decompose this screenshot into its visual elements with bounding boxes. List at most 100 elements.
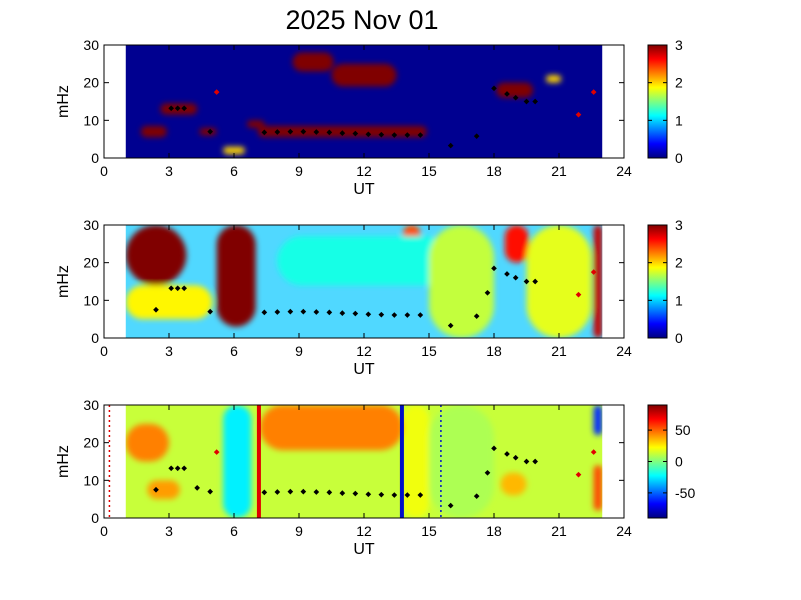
colorbar-tick-label: 0 <box>675 454 683 470</box>
peak-frequency-marker <box>300 308 307 315</box>
x-tick-label: 24 <box>616 523 632 539</box>
y-tick-label: 20 <box>83 435 99 451</box>
spectrogram-image <box>125 45 603 158</box>
y-tick-label: 10 <box>83 112 99 128</box>
spectral-power-region <box>500 472 527 496</box>
y-tick-label: 0 <box>91 150 99 166</box>
peak-frequency-marker <box>378 131 385 138</box>
peak-frequency-marker <box>313 129 320 135</box>
peak-frequency-marker <box>326 489 333 496</box>
spectral-power-region <box>504 225 529 263</box>
peak-frequency-marker <box>339 130 346 136</box>
x-axis-label: UT <box>353 181 375 198</box>
peak-frequency-marker <box>484 469 491 476</box>
peak-frequency-marker <box>417 492 424 498</box>
peak-frequency-marker <box>174 285 181 292</box>
peak-frequency-marker <box>404 492 411 498</box>
peak-frequency-marker <box>287 128 294 135</box>
peak-frequency-marker <box>313 489 320 495</box>
spectral-power-region <box>125 225 187 286</box>
y-tick-label: 30 <box>83 37 99 53</box>
peak-frequency-marker <box>352 130 359 137</box>
peak-frequency-marker <box>207 308 213 315</box>
peak-frequency-marker <box>287 488 294 495</box>
red-peak-marker <box>575 291 582 298</box>
colorbar-tick-label: 1 <box>675 112 683 128</box>
peak-frequency-marker <box>300 128 307 135</box>
x-tick-label: 21 <box>551 163 567 179</box>
spectral-power-region <box>147 480 180 500</box>
peak-frequency-marker <box>491 85 497 92</box>
peak-frequency-marker <box>181 465 187 472</box>
colorbar-tick-label: 0 <box>675 150 683 166</box>
y-axis-label: mHz <box>55 85 72 118</box>
peak-frequency-marker <box>512 274 519 281</box>
peak-frequency-marker <box>274 489 281 495</box>
peak-frequency-marker <box>207 488 213 495</box>
spectral-power-region <box>125 423 169 462</box>
x-tick-label: 15 <box>421 523 437 539</box>
x-tick-label: 3 <box>165 523 173 539</box>
peak-frequency-marker <box>313 309 320 315</box>
x-tick-label: 9 <box>295 523 303 539</box>
spectral-power-region <box>216 225 256 327</box>
y-tick-label: 10 <box>83 292 99 308</box>
y-tick-label: 30 <box>83 397 99 413</box>
red-peak-marker <box>590 269 597 275</box>
peak-frequency-marker <box>484 289 491 296</box>
colorbar-tick-label: 1 <box>675 292 683 308</box>
peak-frequency-marker <box>274 309 281 315</box>
peak-frequency-marker <box>504 91 510 97</box>
peak-frequency-marker <box>339 310 346 316</box>
colorbar-tick-label: 3 <box>675 37 683 53</box>
peak-frequency-marker <box>174 465 181 472</box>
peak-frequency-marker <box>153 486 159 493</box>
x-tick-label: 9 <box>295 163 303 179</box>
y-tick-label: 0 <box>91 510 99 526</box>
x-tick-label: 6 <box>230 163 238 179</box>
colorbar-gradient <box>648 405 667 518</box>
peak-frequency-marker <box>491 445 497 452</box>
spectral-power-region <box>593 405 603 436</box>
red-peak-marker <box>590 449 597 455</box>
peak-frequency-marker <box>378 311 385 318</box>
x-tick-label: 6 <box>230 523 238 539</box>
peak-frequency-marker <box>352 490 359 497</box>
red-peak-marker <box>575 111 582 118</box>
peak-frequency-marker <box>326 129 333 136</box>
peak-frequency-marker <box>512 94 519 101</box>
red-peak-marker <box>575 471 582 478</box>
spectral-power-region <box>546 75 562 83</box>
peak-frequency-marker <box>523 278 530 285</box>
spectral-power-region <box>223 146 245 155</box>
peak-frequency-marker <box>194 485 200 491</box>
peak-frequency-marker <box>532 98 538 105</box>
spectral-power-region <box>140 125 167 138</box>
x-tick-label: 24 <box>616 163 632 179</box>
spectral-power-region <box>331 63 397 87</box>
spectral-power-region <box>429 225 494 338</box>
y-tick-label: 20 <box>83 255 99 271</box>
x-axis-label: UT <box>353 541 375 558</box>
spectral-power-region <box>223 405 252 518</box>
peak-frequency-marker <box>512 454 519 461</box>
y-tick-label: 10 <box>83 472 99 488</box>
peak-frequency-marker <box>391 312 398 318</box>
x-tick-label: 3 <box>165 163 173 179</box>
peak-frequency-marker <box>352 310 359 317</box>
y-tick-label: 30 <box>83 217 99 233</box>
colorbar-tick-label: 2 <box>675 255 683 271</box>
peak-frequency-marker <box>491 265 497 272</box>
x-tick-label: 21 <box>551 523 567 539</box>
x-tick-label: 0 <box>100 523 108 539</box>
x-tick-label: 24 <box>616 343 632 359</box>
colorbar-tick-label: -50 <box>675 485 695 501</box>
peak-frequency-marker <box>378 491 385 498</box>
spectrogram-panel-3: 0 3 6 9 12 15 18 21 24 0 10 20 30 UT mHz 50 0 -50 <box>55 397 695 558</box>
peak-frequency-marker <box>417 312 424 318</box>
peak-frequency-marker <box>326 309 333 316</box>
x-axis-label: UT <box>353 361 375 378</box>
x-tick-label: 9 <box>295 343 303 359</box>
